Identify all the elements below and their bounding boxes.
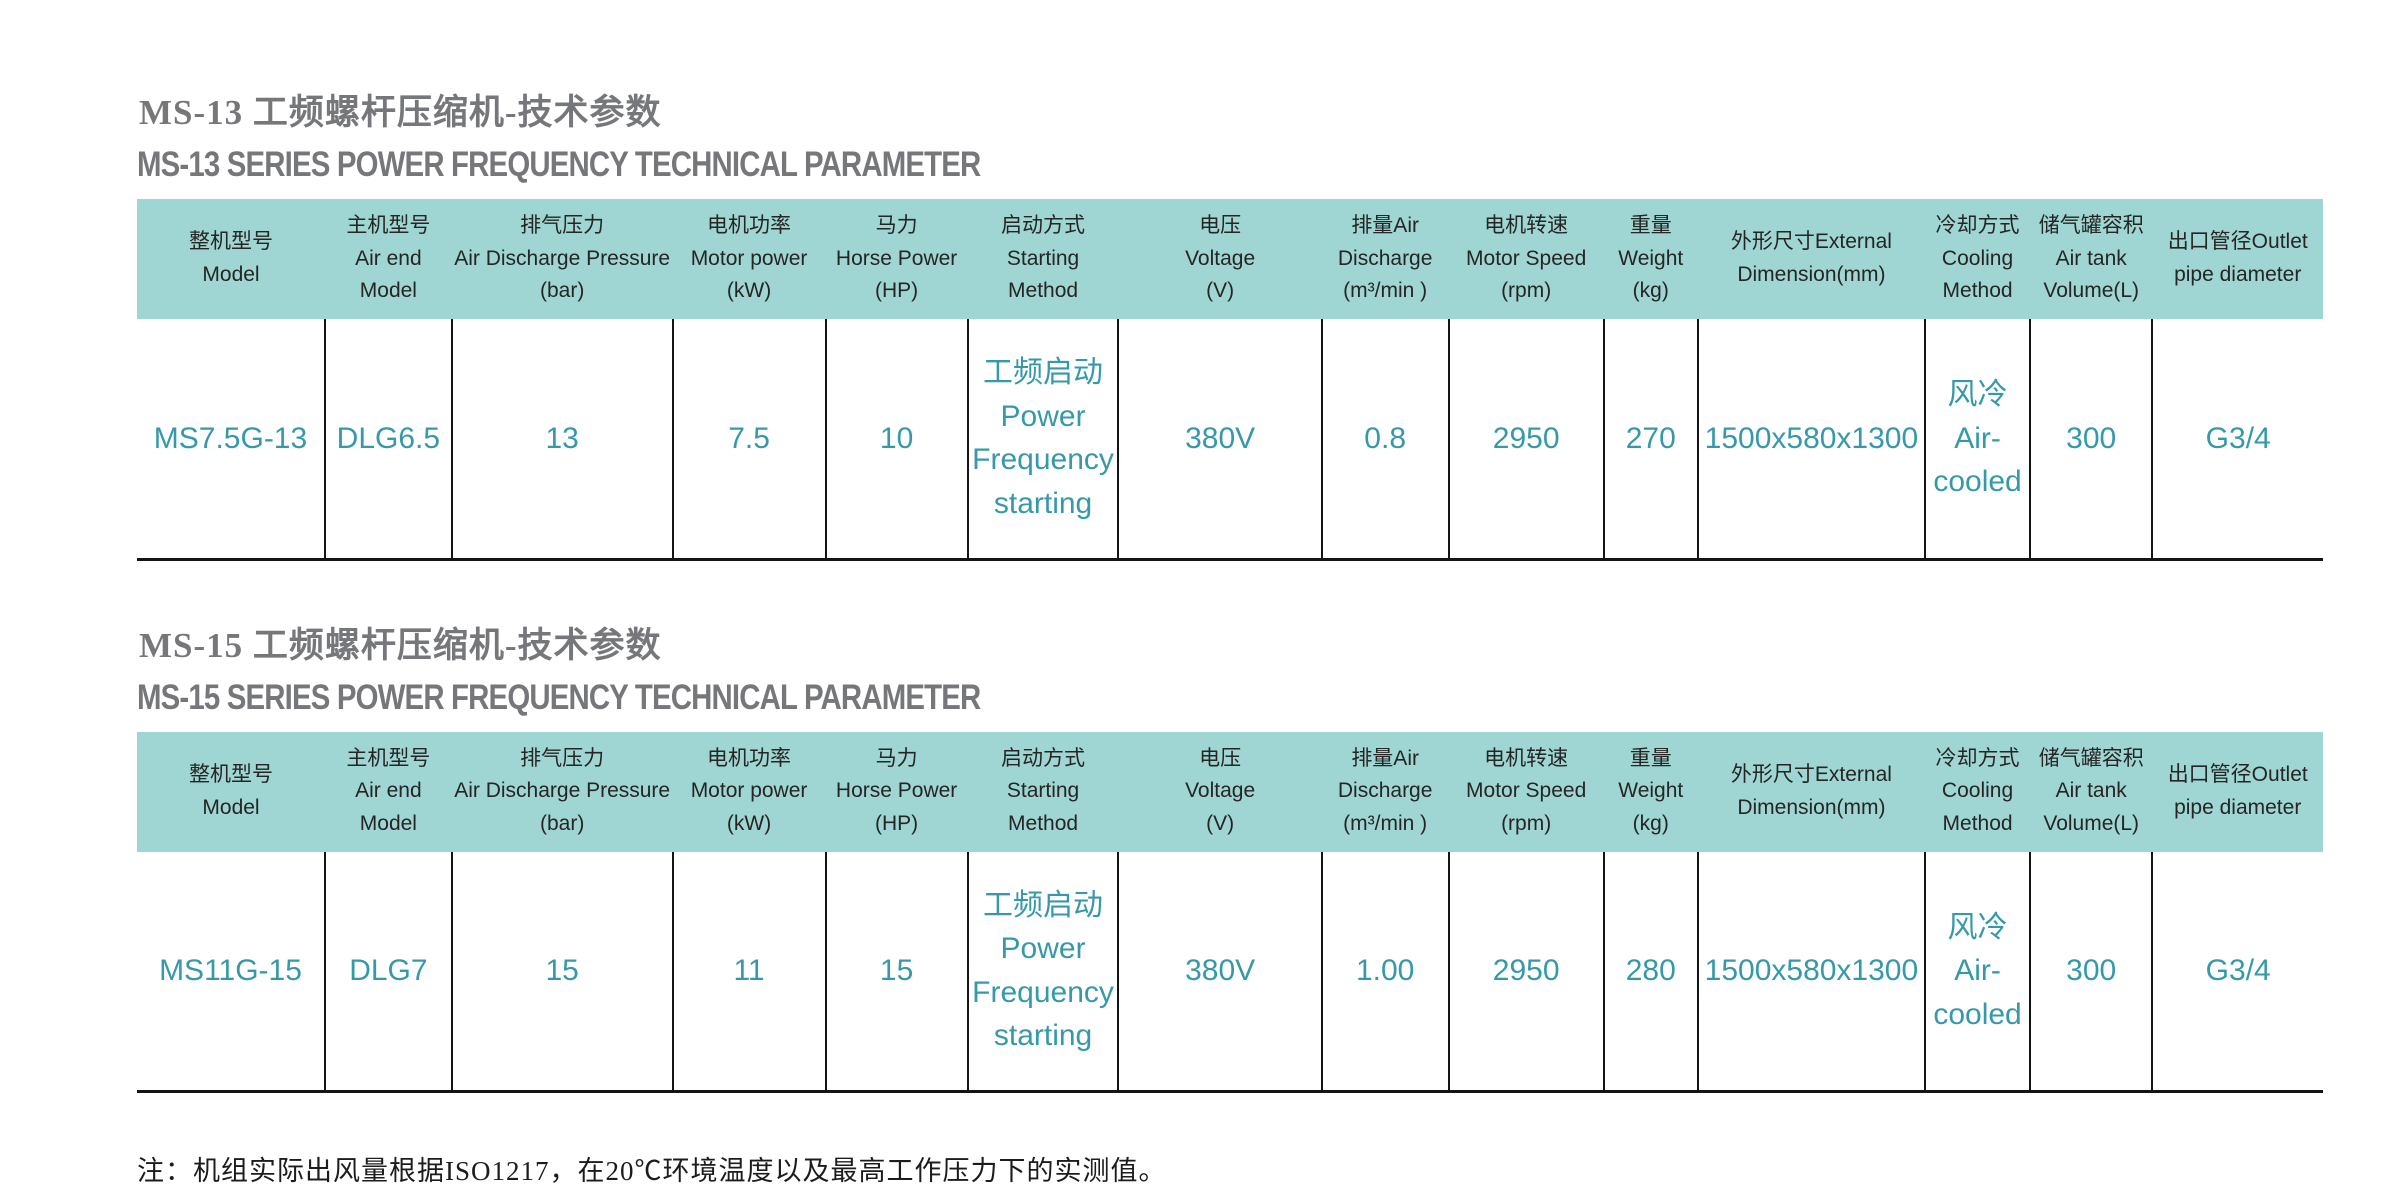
header-motor-speed: 电机转速 Motor Speed (rpm): [1448, 731, 1604, 852]
header-air-end-model: 主机型号 Air end Model: [324, 731, 452, 852]
header-outlet-pipe-diameter: 出口管径Outlet pipe diameter: [2152, 731, 2323, 852]
header-outlet-pipe-diameter: 出口管径Outlet pipe diameter: [2152, 199, 2323, 319]
header-air-discharge: 排量Air Discharge (m³/min ): [1321, 731, 1449, 852]
section-title-en: MS-15 SERIES POWER FREQUENCY TECHNICAL P…: [137, 677, 981, 717]
note-chinese: 注：机组实际出风量根据ISO1217，在20℃环境温度以及最高工作压力下的实测值…: [137, 1156, 1167, 1186]
header-model: 整机型号 Model: [137, 199, 325, 319]
header-voltage: 电压 Voltage (V): [1118, 731, 1322, 852]
header-starting-method: 启动方式 Starting Method: [967, 731, 1119, 852]
value-motor-speed: 2950: [1447, 851, 1604, 1093]
value-cooling-method: 风冷 Air- cooled: [1924, 319, 2030, 561]
value-air-end-model: DLG6.5: [323, 319, 452, 561]
value-horse-power: 10: [824, 319, 968, 561]
header-motor-speed: 电机转速 Motor Speed (rpm): [1448, 199, 1604, 319]
value-model: MS7.5G-13: [137, 319, 325, 561]
value-discharge-pressure: 13: [450, 319, 673, 561]
section-title-cn: MS-13 工频螺杆压缩机-技术参数: [139, 93, 662, 132]
ms13-parameter-table: 整机型号 Model 主机型号 Air end Model 排气压力 Air D…: [137, 199, 2323, 561]
value-model: MS11G-15: [137, 851, 325, 1093]
section-ms15: MS-15 工频螺杆压缩机-技术参数 MS-15 SERIES POWER FR…: [137, 617, 2391, 1093]
value-air-discharge: 1.00: [1320, 851, 1449, 1093]
header-air-tank-volume: 储气罐容积 Air tank Volume(L): [2030, 731, 2153, 852]
value-horse-power: 15: [824, 851, 968, 1093]
value-cooling-method: 风冷 Air- cooled: [1924, 851, 2030, 1093]
value-motor-speed: 2950: [1447, 319, 1604, 561]
header-voltage: 电压 Voltage (V): [1118, 199, 1322, 319]
value-motor-power: 7.5: [671, 319, 826, 561]
ms15-parameter-table: 整机型号 Model 主机型号 Air end Model 排气压力 Air D…: [137, 731, 2323, 1093]
header-motor-power: 电机功率 Motor power (kW): [672, 731, 826, 852]
value-air-tank-volume: 300: [2028, 851, 2153, 1093]
header-air-discharge: 排量Air Discharge (m³/min ): [1321, 199, 1449, 319]
footnotes: 注：机组实际出风量根据ISO1217，在20℃环境温度以及最高工作压力下的实测值…: [137, 1149, 2391, 1191]
value-outlet-pipe-diameter: G3/4: [2151, 319, 2323, 561]
section-ms13: MS-13 工频螺杆压缩机-技术参数 MS-13 SERIES POWER FR…: [137, 84, 2391, 561]
value-discharge-pressure: 15: [450, 851, 673, 1093]
value-voltage: 380V: [1117, 319, 1322, 561]
value-air-tank-volume: 300: [2028, 319, 2153, 561]
header-air-tank-volume: 储气罐容积 Air tank Volume(L): [2030, 199, 2153, 319]
header-row: 整机型号 Model 主机型号 Air end Model 排气压力 Air D…: [137, 731, 2323, 852]
header-horse-power: 马力 Horse Power (HP): [825, 199, 968, 319]
table-row: MS11G-15 DLG7 15 11 15 工频启动 Power Freque…: [137, 851, 2323, 1093]
value-weight: 280: [1602, 851, 1698, 1093]
header-discharge-pressure: 排气压力 Air Discharge Pressure (bar): [451, 731, 673, 852]
value-weight: 270: [1602, 319, 1698, 561]
value-external-dimension: 1500x580x1300: [1696, 851, 1926, 1093]
header-external-dimension: 外形尺寸External Dimension(mm): [1697, 199, 1926, 319]
value-motor-power: 11: [671, 851, 826, 1093]
header-starting-method: 启动方式 Starting Method: [967, 199, 1119, 319]
header-cooling-method: 冷却方式 Cooling Method: [1925, 731, 2030, 852]
header-row: 整机型号 Model 主机型号 Air end Model 排气压力 Air D…: [137, 199, 2323, 319]
value-air-discharge: 0.8: [1320, 319, 1449, 561]
value-air-end-model: DLG7: [323, 851, 452, 1093]
value-external-dimension: 1500x580x1300: [1696, 319, 1926, 561]
header-external-dimension: 外形尺寸External Dimension(mm): [1697, 731, 1926, 852]
header-discharge-pressure: 排气压力 Air Discharge Pressure (bar): [451, 199, 673, 319]
header-weight: 重量 Weight (kg): [1603, 199, 1698, 319]
header-cooling-method: 冷却方式 Cooling Method: [1925, 199, 2030, 319]
section-title-cn: MS-15 工频螺杆压缩机-技术参数: [139, 625, 662, 665]
section-title-en: MS-13 SERIES POWER FREQUENCY TECHNICAL P…: [137, 145, 981, 184]
value-outlet-pipe-diameter: G3/4: [2151, 851, 2323, 1093]
header-model: 整机型号 Model: [137, 731, 325, 852]
header-weight: 重量 Weight (kg): [1603, 731, 1698, 852]
header-air-end-model: 主机型号 Air end Model: [324, 199, 452, 319]
header-horse-power: 马力 Horse Power (HP): [825, 731, 968, 852]
value-starting-method: 工频启动 Power Frequency starting: [966, 851, 1119, 1093]
value-voltage: 380V: [1117, 851, 1322, 1093]
table-row: MS7.5G-13 DLG6.5 13 7.5 10 工频启动 Power Fr…: [137, 319, 2323, 561]
header-motor-power: 电机功率 Motor power (kW): [672, 199, 826, 319]
value-starting-method: 工频启动 Power Frequency starting: [966, 319, 1119, 561]
